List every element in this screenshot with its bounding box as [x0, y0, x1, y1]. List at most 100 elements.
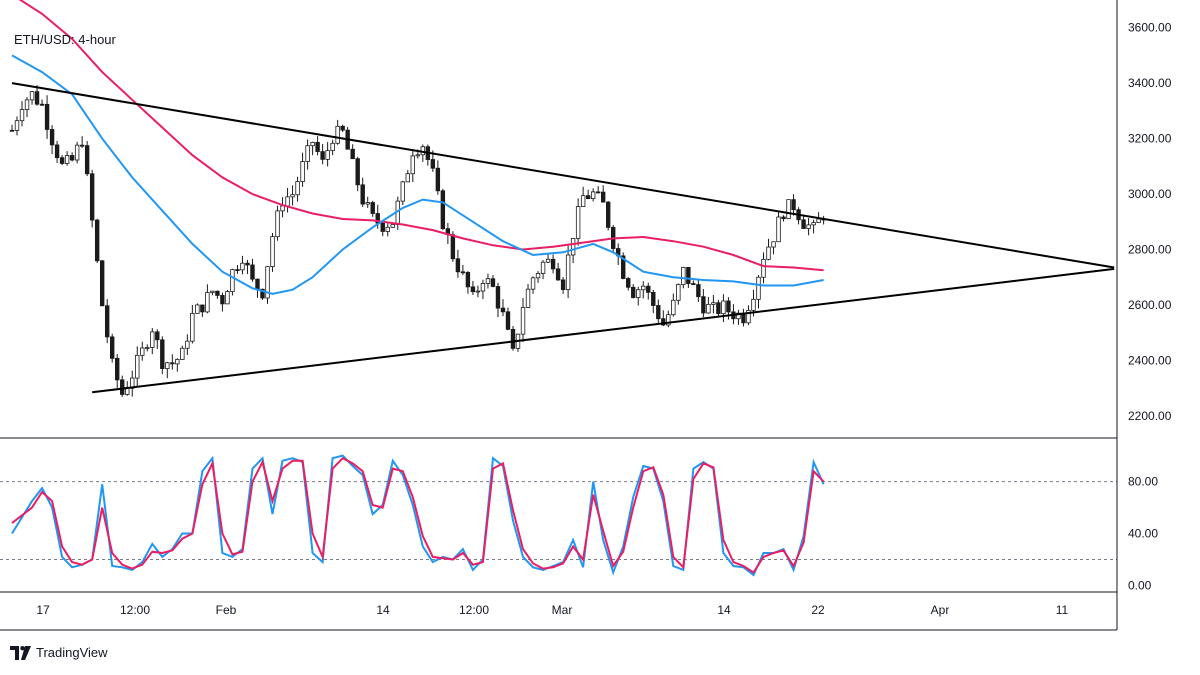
candle-body — [240, 262, 245, 271]
candle-body — [691, 283, 696, 285]
candle-body — [400, 181, 405, 202]
candle-body — [756, 276, 761, 300]
candle-body — [385, 226, 390, 232]
candle-body — [585, 195, 591, 200]
candle-body — [320, 151, 325, 160]
candle-body — [540, 261, 546, 274]
candle-body — [641, 285, 646, 291]
time-tick-label: 11 — [1056, 603, 1069, 617]
candle-body — [721, 300, 726, 315]
candle-body — [69, 155, 75, 161]
candle-body — [285, 196, 290, 207]
candle-body — [465, 271, 471, 288]
candle-body — [365, 202, 370, 205]
candle-body — [646, 285, 651, 293]
candle-body — [676, 284, 681, 301]
price-tick-label: 2800.00 — [1128, 242, 1172, 256]
candle-body — [305, 145, 310, 162]
candle-body — [696, 284, 701, 298]
candle-body — [701, 296, 706, 314]
candle-body — [681, 266, 686, 285]
candle-body — [215, 290, 220, 296]
candle-body — [595, 191, 601, 194]
time-tick-label: Feb — [216, 603, 237, 617]
candle-body — [626, 278, 631, 288]
candle-body — [155, 331, 160, 341]
candle-body — [631, 286, 636, 298]
candle-body — [580, 195, 586, 208]
oscillator-tick-label: 80.00 — [1128, 475, 1158, 489]
candle-body — [59, 157, 65, 164]
candle-body — [656, 305, 661, 320]
candle-body — [110, 336, 115, 359]
candle-body — [560, 279, 566, 291]
candle-body — [39, 103, 45, 106]
time-tick-label: Mar — [552, 603, 573, 617]
price-tick-label: 2200.00 — [1128, 409, 1172, 423]
candle-body — [235, 269, 240, 272]
candle-body — [115, 357, 120, 381]
candle-body — [636, 289, 641, 298]
candle-body — [430, 159, 436, 169]
candle-body — [230, 269, 235, 292]
oscillator-tick-label: 0.00 — [1128, 579, 1152, 593]
candle-body — [816, 218, 821, 224]
candle-body — [195, 304, 200, 314]
price-pane — [9, 0, 1115, 398]
time-tick-label: 14 — [717, 603, 731, 617]
candle-body — [125, 387, 130, 395]
candle-body — [210, 290, 215, 293]
candle-body — [801, 219, 806, 229]
candle-body — [325, 150, 330, 160]
candle-body — [79, 144, 85, 147]
candle-body — [686, 266, 691, 284]
candle-body — [200, 304, 205, 313]
price-tick-label: 3600.00 — [1128, 21, 1172, 35]
candle-body — [811, 222, 816, 226]
moving-average-slow — [18, 0, 824, 272]
time-tick-label: 14 — [376, 603, 390, 617]
candle-body — [726, 300, 731, 313]
candle-body — [776, 216, 781, 243]
candle-body — [555, 268, 561, 281]
candle-body — [390, 224, 395, 228]
candle-body — [550, 258, 556, 270]
price-tick-label: 3000.00 — [1128, 187, 1172, 201]
candle-body — [651, 291, 656, 306]
candle-body — [746, 309, 751, 324]
candle-body — [29, 91, 35, 101]
candle-body — [530, 277, 536, 290]
candle-body — [575, 206, 581, 239]
time-tick-label: 12:00 — [459, 603, 489, 617]
candle-body — [245, 262, 250, 266]
candle-body — [475, 290, 481, 293]
trendline-upper — [11, 82, 1115, 269]
price-axis: 3600.00 3400.00 3200.00 3000.00 2800.00 2600.… — [1128, 21, 1172, 423]
candle-body — [380, 222, 385, 232]
moving-average-fast — [11, 54, 824, 295]
candle-body — [300, 161, 305, 182]
candle-body — [761, 258, 766, 278]
candle-body — [120, 379, 125, 395]
candle-body — [160, 339, 165, 369]
candle-body — [175, 359, 180, 365]
candle-body — [505, 311, 511, 330]
candle-body — [104, 305, 110, 338]
stoch-d-line — [11, 456, 825, 574]
candle-body — [671, 299, 676, 316]
candle-body — [280, 205, 285, 212]
candle-body — [410, 155, 415, 175]
candle-body — [54, 144, 60, 159]
candle-body — [781, 216, 786, 220]
candle-body — [415, 154, 421, 157]
candle-body — [14, 120, 20, 131]
candle-body — [340, 125, 345, 131]
candle-body — [786, 199, 791, 220]
candle-body — [485, 278, 491, 284]
time-tick-label: 22 — [811, 603, 825, 617]
candle-body — [751, 298, 756, 311]
candle-body — [605, 201, 611, 228]
candle-body — [170, 362, 175, 365]
candle-body — [260, 288, 265, 299]
